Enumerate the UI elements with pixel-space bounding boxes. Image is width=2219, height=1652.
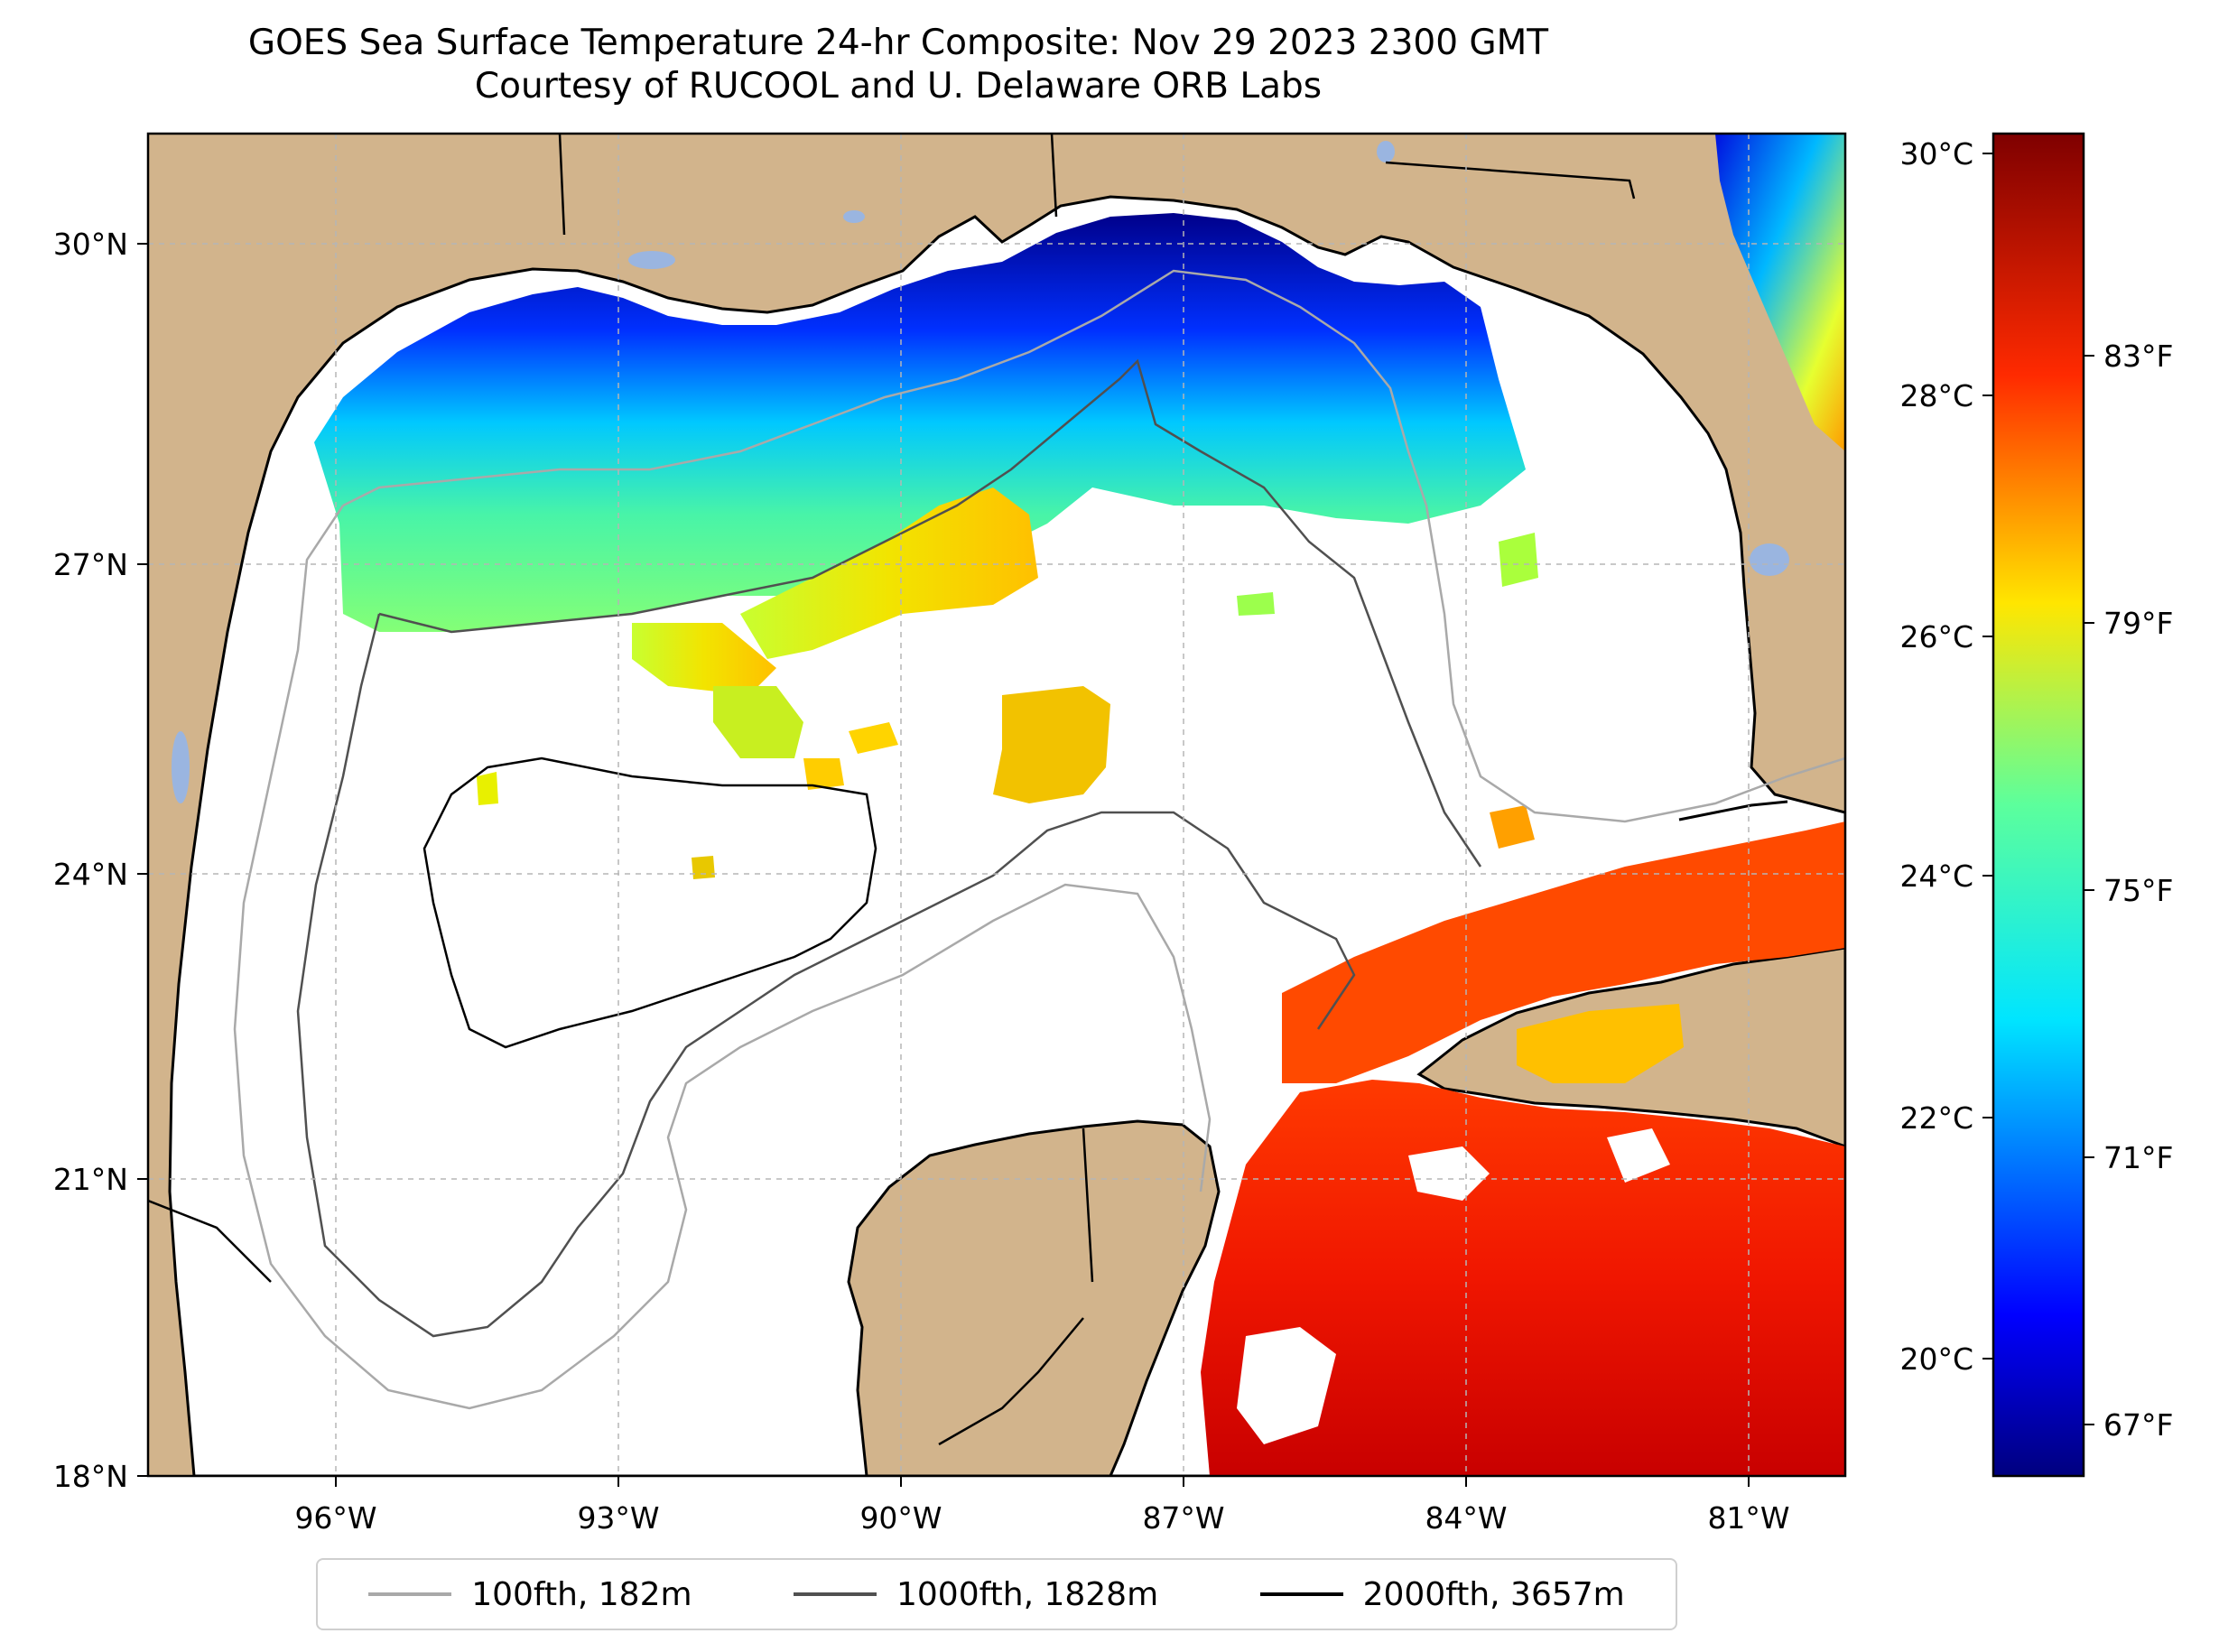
legend-swatch-2000fth (1259, 1592, 1343, 1596)
colorbar-c-26: 26°C (1899, 619, 1973, 654)
cloud-gap-3 (1607, 1128, 1670, 1183)
colorbar-c-24: 24°C (1899, 858, 1973, 894)
legend-label-1000fth: 1000fth, 1828m (896, 1575, 1159, 1613)
lon-label-81w: 81°W (1707, 1500, 1789, 1536)
lat-label-21: 21°N (53, 1162, 128, 1197)
longitude-axis: 96°W 93°W 90°W 87°W 84°W 81°W (294, 1476, 1790, 1536)
lake-north-1 (628, 251, 675, 269)
border-lines (148, 134, 1636, 1446)
sst-yellow-cuba (1517, 1004, 1684, 1083)
colorbar-c-28: 28°C (1899, 378, 1973, 413)
sst-warm-patch-1 (993, 686, 1110, 803)
sst-warm-patch-2 (713, 686, 803, 758)
colorbar-f-71: 71°F (2103, 1140, 2173, 1175)
florida-keys (1678, 800, 1788, 821)
sst-yellow-dot-2 (692, 856, 715, 879)
sst-warm-tongue-1 (740, 487, 1038, 659)
sst-green-dot-2 (1499, 533, 1538, 587)
lagoon-west (172, 731, 190, 803)
colorbar-c-20: 20°C (1899, 1341, 1973, 1377)
colorbar-c-30: 30°C (1899, 136, 1973, 172)
sst-florida-east (1715, 134, 1845, 451)
cloud-gap-1 (1237, 1327, 1336, 1444)
legend-item-100fth: 100fth, 182m (368, 1576, 692, 1613)
colorbar-f-83: 83°F (2103, 339, 2173, 374)
contour-100fth (233, 269, 1845, 1410)
lat-label-18: 18°N (53, 1459, 128, 1494)
legend-label-2000fth: 2000fth, 3657m (1362, 1575, 1625, 1613)
legend-label-100fth: 100fth, 182m (471, 1575, 692, 1613)
lake-north-2 (843, 210, 865, 223)
sst-warm-patch-4 (849, 722, 898, 754)
lon-label-93w: 93°W (577, 1500, 659, 1536)
contour-1000fth (296, 358, 1482, 1338)
title-line-1: GOES Sea Surface Temperature 24-hr Compo… (247, 23, 1549, 63)
sst-orange-dot (1490, 805, 1535, 849)
lat-label-24: 24°N (53, 857, 128, 892)
colorbar: 30°C 28°C 26°C 24°C 22°C 20°C 83°F 79°F … (1899, 132, 2173, 1478)
sst-yellow-dot-1 (477, 772, 498, 805)
lake-northeast (1377, 141, 1395, 162)
lat-label-27: 27°N (53, 547, 128, 582)
contour-2000fth (422, 756, 877, 1049)
legend-swatch-100fth (368, 1592, 452, 1596)
cloud-gap-2 (1408, 1146, 1490, 1201)
title-line-2: Courtesy of RUCOOL and U. Delaware ORB L… (474, 66, 1323, 107)
sst-green-dot-1 (1237, 592, 1275, 616)
sst-cuba-channel (1282, 821, 1845, 1083)
colorbar-c-22: 22°C (1899, 1100, 1973, 1136)
sst-northern-band (314, 213, 1526, 632)
lat-label-30: 30°N (53, 227, 128, 262)
legend-swatch-1000fth (793, 1592, 877, 1596)
latitude-axis: 30°N 27°N 24°N 21°N 18°N (53, 227, 148, 1494)
colorbar-gradient (1992, 132, 2085, 1478)
colorbar-f-67: 67°F (2103, 1407, 2173, 1443)
sst-warm-tongue-2 (632, 623, 776, 695)
map-frame (146, 132, 1847, 1478)
yucatan-peninsula (847, 1119, 1221, 1476)
legend-item-2000fth: 2000fth, 3657m (1259, 1575, 1625, 1613)
lon-label-87w: 87°W (1142, 1500, 1224, 1536)
map-canvas (148, 134, 1845, 1476)
colorbar-f-79: 79°F (2103, 606, 2173, 641)
lon-label-84w: 84°W (1425, 1500, 1507, 1536)
sst-warm-patch-3 (803, 758, 844, 790)
colorbar-f-75: 75°F (2103, 873, 2173, 908)
legend: 100fth, 182m 1000fth, 1828m 2000fth, 365… (316, 1558, 1677, 1630)
lon-label-96w: 96°W (294, 1500, 376, 1536)
lon-label-90w: 90°W (859, 1500, 942, 1536)
lake-okeechobee (1750, 543, 1789, 576)
legend-item-1000fth: 1000fth, 1828m (793, 1575, 1159, 1613)
graticule (148, 134, 1845, 1476)
